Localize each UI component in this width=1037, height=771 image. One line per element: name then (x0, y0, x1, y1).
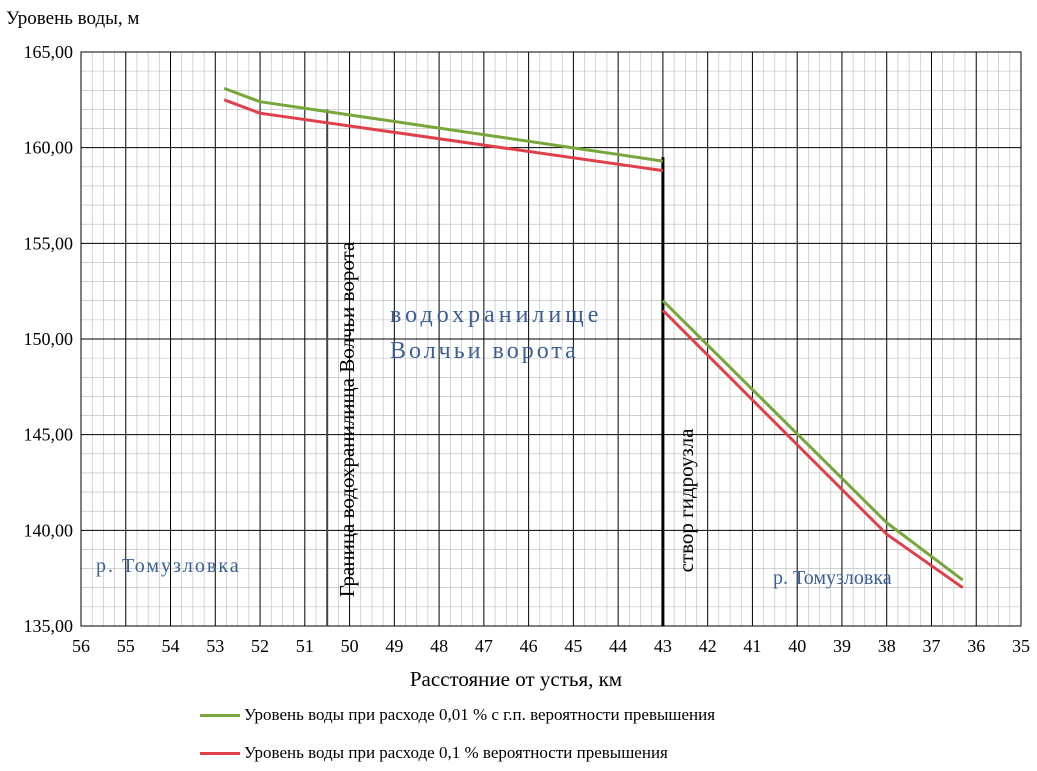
y-axis-ticks: 135,00 140,00 145,00 150,00 155,00 160,00 165,… (24, 42, 74, 636)
x-tick-label: 56 (72, 636, 90, 656)
y-tick-label: 150,00 (24, 329, 74, 349)
river-label-right: р. Томузловка (773, 567, 892, 589)
series-line-0 (661, 299, 964, 582)
x-tick-label: 53 (206, 636, 224, 656)
x-tick-label: 37 (922, 636, 940, 656)
reservoir-label-line2: Волчьи ворота (390, 338, 579, 364)
y-axis-title: Уровень воды, м (6, 8, 139, 29)
y-tick-label: 165,00 (24, 42, 74, 62)
x-tick-label: 51 (296, 636, 314, 656)
legend-swatch-red (200, 751, 240, 755)
x-tick-label: 43 (654, 636, 672, 656)
y-tick-label: 140,00 (24, 520, 74, 540)
y-tick-label: 155,00 (24, 233, 74, 253)
water-level-chart: 135,00 140,00 145,00 150,00 155,00 160,00 165,… (6, 8, 1030, 691)
x-axis-ticks: 56 55 54 53 52 51 50 49 48 47 46 45 44 43 42 41 40 39 38 37… (72, 636, 1030, 656)
x-axis-title: Расстояние от устья, км (410, 667, 622, 691)
series-line-1 (661, 309, 964, 589)
x-tick-label: 38 (878, 636, 896, 656)
vertical-markers (326, 109, 665, 626)
x-tick-label: 35 (1012, 636, 1030, 656)
reservoir-label-line1: водохранилище (390, 302, 602, 328)
y-tick-label: 135,00 (24, 616, 74, 636)
series-line-0 (223, 86, 664, 163)
river-label-left: р. Томузловка (96, 555, 241, 577)
x-tick-label: 41 (743, 636, 761, 656)
x-tick-label: 55 (117, 636, 135, 656)
x-tick-label: 40 (788, 636, 806, 656)
x-tick-label: 46 (520, 636, 538, 656)
chart-annotations: Граница водохранилища Волчьи ворота створ… (96, 241, 892, 597)
x-tick-label: 54 (162, 636, 180, 656)
plot-frame (80, 51, 1022, 627)
y-tick-label: 145,00 (24, 425, 74, 445)
legend-item-01: Уровень воды при расходе 0,1 % вероятнос… (200, 741, 900, 765)
x-tick-label: 36 (967, 636, 985, 656)
x-tick-label: 39 (833, 636, 851, 656)
x-tick-label: 52 (251, 636, 269, 656)
x-tick-label: 50 (341, 636, 359, 656)
x-tick-label: 47 (475, 636, 493, 656)
legend-swatch-green (200, 713, 240, 717)
y-tick-label: 160,00 (24, 138, 74, 158)
dam-site-label: створ гидроузла (674, 428, 698, 573)
x-tick-label: 42 (699, 636, 717, 656)
legend-label-01: Уровень воды при расходе 0,1 % вероятнос… (244, 743, 668, 762)
legend-item-0001: Уровень воды при расходе 0,01 % с г.п. в… (200, 703, 900, 727)
boundary-label: Граница водохранилища Волчьи ворота (335, 241, 359, 597)
legend-label-0001: Уровень воды при расходе 0,01 % с г.п. в… (244, 705, 716, 724)
series-line-1 (223, 98, 664, 173)
x-tick-label: 48 (430, 636, 448, 656)
x-tick-label: 45 (564, 636, 582, 656)
x-tick-label: 44 (609, 636, 627, 656)
series-lines (223, 86, 964, 589)
x-tick-label: 49 (385, 636, 403, 656)
